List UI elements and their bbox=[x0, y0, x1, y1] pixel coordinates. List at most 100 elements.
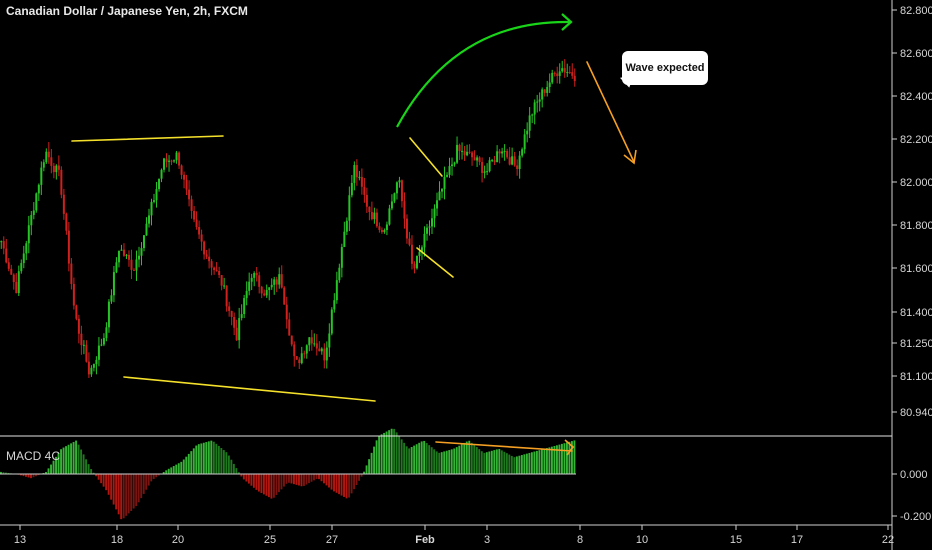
candle-body bbox=[378, 226, 381, 230]
macd-bar bbox=[32, 474, 35, 478]
time-tick-label: 18 bbox=[111, 534, 123, 546]
macd-bar bbox=[120, 474, 123, 520]
candle-body bbox=[137, 255, 140, 260]
candle-body bbox=[40, 167, 43, 185]
candle-body bbox=[468, 151, 471, 153]
macd-bar bbox=[130, 474, 133, 511]
macd-bar bbox=[373, 446, 376, 474]
macd-divergence-arrowhead bbox=[564, 439, 575, 456]
candle-body bbox=[410, 244, 413, 264]
time-axis[interactable]: 13 18 20 25 27 Feb 3 8 10 15 17 22 bbox=[14, 525, 894, 546]
macd-bar bbox=[298, 474, 300, 486]
candle-body bbox=[558, 71, 561, 76]
candle-body bbox=[533, 102, 536, 115]
candle-body bbox=[375, 212, 378, 227]
macd-bar bbox=[180, 461, 183, 474]
macd-bar bbox=[255, 474, 258, 490]
macd-bar bbox=[313, 474, 315, 481]
candle-body bbox=[420, 247, 423, 252]
macd-bar bbox=[515, 456, 518, 474]
macd-bar bbox=[348, 474, 351, 498]
macd-bar bbox=[262, 474, 265, 495]
macd-bar bbox=[75, 440, 78, 474]
candle-body bbox=[150, 201, 153, 216]
candle-body bbox=[105, 327, 108, 339]
candle-body bbox=[77, 318, 80, 334]
candle-body bbox=[168, 160, 171, 162]
macd-bar bbox=[100, 474, 103, 484]
candle-body bbox=[283, 287, 286, 305]
macd-bar bbox=[125, 474, 128, 516]
candle-body bbox=[303, 353, 306, 355]
candle-body bbox=[175, 152, 178, 161]
macd-bar bbox=[543, 448, 546, 474]
candle-body bbox=[15, 282, 18, 294]
candle-body bbox=[230, 310, 233, 317]
macd-bar bbox=[463, 442, 466, 474]
macd-bar bbox=[200, 443, 203, 474]
candle-body bbox=[130, 259, 133, 270]
candle-body bbox=[25, 243, 28, 254]
macd-bar bbox=[475, 447, 478, 474]
candle-body bbox=[60, 169, 63, 195]
macd-bar bbox=[82, 454, 85, 474]
candle-body bbox=[200, 234, 203, 242]
macd-bar bbox=[325, 474, 328, 486]
candle-body bbox=[290, 335, 293, 345]
macd-bar bbox=[215, 443, 218, 474]
candle-body bbox=[335, 280, 338, 301]
macd-bar bbox=[135, 474, 138, 507]
macd-bar bbox=[102, 474, 105, 487]
macd-bar bbox=[72, 441, 75, 474]
candle-body bbox=[511, 156, 514, 165]
macd-bar bbox=[95, 474, 98, 477]
macd-bar bbox=[435, 451, 438, 474]
macd-bar bbox=[122, 474, 125, 519]
candle-body bbox=[158, 178, 161, 190]
candle-body bbox=[513, 156, 516, 166]
macd-bar bbox=[70, 443, 73, 474]
candle-body bbox=[403, 201, 406, 219]
macd-bar bbox=[358, 474, 361, 481]
time-tick-label: Feb bbox=[415, 534, 435, 546]
macd-bar bbox=[212, 441, 215, 474]
candle-body bbox=[360, 176, 363, 187]
candle-body bbox=[541, 89, 544, 100]
macd-bar bbox=[308, 474, 310, 484]
macd-bar bbox=[110, 474, 113, 500]
macd-bar bbox=[97, 474, 100, 480]
top-trendline bbox=[71, 135, 224, 142]
candle-body bbox=[52, 165, 55, 173]
candle-body bbox=[383, 229, 386, 233]
macd-bar bbox=[320, 474, 323, 482]
macd-bar bbox=[315, 474, 318, 479]
candle-body bbox=[441, 189, 444, 192]
macd-bar bbox=[187, 453, 190, 474]
macd-bar bbox=[408, 448, 411, 474]
candle-body bbox=[553, 72, 556, 74]
candle-body bbox=[476, 157, 479, 161]
macd-bar bbox=[330, 474, 333, 490]
macd-bar bbox=[288, 474, 290, 483]
macd-bar bbox=[440, 452, 443, 474]
macd-bar bbox=[333, 474, 335, 492]
candle-body bbox=[350, 182, 353, 196]
price-tick-label: 81.100 bbox=[900, 371, 932, 383]
candle-body bbox=[328, 333, 331, 348]
time-tick-label: 8 bbox=[577, 534, 583, 546]
candle-body bbox=[425, 227, 428, 234]
candle-body bbox=[120, 249, 123, 251]
candle-body bbox=[122, 249, 125, 256]
bottom-trendline bbox=[123, 376, 376, 402]
macd-bar bbox=[553, 445, 556, 474]
candle-body bbox=[67, 230, 70, 264]
macd-bar bbox=[355, 474, 358, 486]
candle-body bbox=[102, 338, 105, 345]
price-axis[interactable]: 82.800 82.600 82.400 82.200 82.000 81.800 81.6… bbox=[892, 5, 932, 523]
macd-tick-label: 0.000 bbox=[900, 469, 928, 481]
candle-body bbox=[155, 189, 158, 201]
candle-body bbox=[293, 344, 296, 357]
macd-tick-label: -0.200 bbox=[900, 511, 931, 523]
macd-bar bbox=[353, 474, 356, 490]
